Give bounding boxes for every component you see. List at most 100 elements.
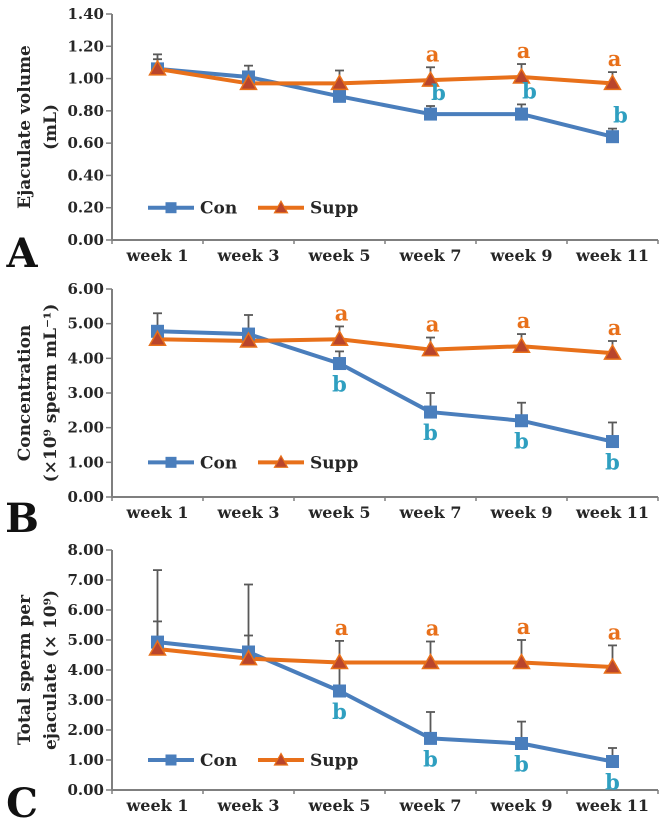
- data-point-marker: [148, 639, 167, 656]
- sig-letters: b b b b a a a a: [332, 300, 622, 474]
- sig-letter-a: a: [608, 619, 622, 644]
- sig-letter-a: a: [517, 614, 531, 639]
- legend-marker: [273, 199, 289, 214]
- series-line-con: [157, 329, 613, 444]
- sig-letters: b bba a a: [426, 38, 628, 128]
- chart-panel-b: 0.00 1.00 2.00 3.00 4.00 5.00 6.00 week 1 week 3…: [5, 280, 659, 540]
- legend: Con Supp: [148, 199, 359, 219]
- data-point-marker: [421, 340, 440, 357]
- y-axis-title-line2: (mL): [41, 104, 61, 150]
- y-axis-title-line1: Concentration: [15, 325, 35, 462]
- series-markers-supp: [148, 329, 622, 360]
- y-tick-label: 1.20: [67, 37, 104, 55]
- y-tick-label: 5.00: [67, 315, 104, 333]
- y-tick-label: 0.00: [67, 488, 104, 506]
- data-point-marker: [330, 329, 349, 347]
- x-tick-label: week 11: [575, 246, 649, 265]
- data-point-marker: [606, 130, 619, 144]
- x-axis-ticks: week 1 week 3 week 5 week 7 week 9 week 11: [111, 497, 659, 522]
- y-tick-label: 0.20: [67, 199, 104, 217]
- sig-letters: b b b b a a a a: [332, 614, 622, 795]
- panel-letter-c: C: [6, 780, 38, 825]
- data-point-marker: [603, 343, 622, 360]
- data-point-marker: [424, 405, 437, 419]
- data-point-marker: [421, 652, 440, 670]
- x-tick-label: week 3: [217, 796, 280, 815]
- y-axis-ticks: 0.00 1.00 2.00 3.00 4.00 5.00 6.00 7.00 8.00: [67, 541, 112, 799]
- legend-label-con: Con: [200, 199, 237, 219]
- sig-letter-b: b: [605, 450, 620, 475]
- data-point-marker: [512, 67, 531, 84]
- legend-item-supp: Supp: [258, 199, 359, 219]
- sig-letter-b: b: [613, 103, 628, 128]
- y-tick-label: 4.00: [67, 349, 104, 367]
- y-tick-label: 2.00: [67, 419, 104, 437]
- y-tick-label: 1.00: [67, 453, 104, 471]
- sig-letter-b: b: [332, 372, 347, 397]
- series-markers-supp: [148, 59, 622, 91]
- y-axis-title-line1: Ejaculate volume: [15, 45, 35, 209]
- legend-marker: [273, 752, 289, 766]
- chart-panel-c: 0.00 1.00 2.00 3.00 4.00 5.00 6.00 7.00 8.00 week…: [6, 541, 659, 825]
- legend-marker: [273, 454, 289, 468]
- x-axis-ticks: week 1 week 3 week 5 week 7 week 9 week 11: [111, 790, 659, 815]
- series-line-supp: [157, 337, 613, 356]
- data-point-marker: [515, 737, 528, 750]
- legend-label-supp: Supp: [310, 199, 359, 219]
- legend-item-con: Con: [148, 453, 237, 473]
- data-point-marker: [239, 73, 258, 91]
- x-tick-label: week 1: [126, 796, 189, 815]
- data-point-marker: [333, 89, 346, 103]
- x-tick-label: week 5: [308, 246, 371, 265]
- y-tick-label: 4.00: [67, 661, 104, 679]
- data-point-marker: [424, 731, 437, 745]
- data-point-marker: [330, 73, 349, 91]
- legend: Con Supp: [148, 453, 359, 473]
- y-tick-label: 1.00: [67, 751, 104, 769]
- data-point-marker: [148, 59, 167, 76]
- y-tick-label: 1.40: [67, 5, 104, 23]
- legend-label-supp: Supp: [310, 751, 359, 771]
- sig-letter-b: b: [423, 746, 438, 771]
- data-point-marker: [512, 336, 531, 353]
- x-tick-label: week 1: [126, 246, 189, 265]
- x-tick-label: week 11: [575, 796, 649, 815]
- y-tick-label: 8.00: [67, 541, 104, 559]
- data-point-marker: [515, 107, 528, 121]
- legend-item-con: Con: [148, 751, 237, 771]
- series-line-con: [157, 640, 613, 764]
- x-tick-label: week 7: [399, 246, 462, 265]
- x-tick-label: week 3: [217, 246, 280, 265]
- sig-letter-a: a: [517, 38, 531, 63]
- panel-letter-a: A: [5, 230, 38, 275]
- y-tick-label: 3.00: [67, 384, 104, 402]
- sig-letter-b: b: [514, 429, 529, 454]
- x-tick-label: week 7: [399, 503, 462, 522]
- y-tick-label: 6.00: [67, 280, 104, 298]
- legend-label-con: Con: [200, 453, 237, 473]
- y-tick-label: 3.00: [67, 691, 104, 709]
- series-line-con: [157, 66, 613, 139]
- y-tick-label: 2.00: [67, 721, 104, 739]
- error-bars: [153, 569, 617, 762]
- y-axis-title-line2: ejaculate (× 10⁹): [41, 590, 61, 750]
- sig-letter-a: a: [426, 41, 440, 66]
- y-axis-title-line2: (×10⁹ sperm mL⁻¹): [41, 304, 61, 483]
- series-line-supp: [157, 66, 613, 86]
- sig-letter-a: a: [517, 308, 531, 333]
- sig-letter-a: a: [608, 315, 622, 340]
- data-point-marker: [603, 657, 622, 674]
- data-point-marker: [512, 652, 531, 670]
- legend-item-con: Con: [148, 199, 237, 219]
- data-point-marker: [239, 649, 258, 666]
- sig-letter-a: a: [608, 46, 622, 71]
- data-point-marker: [424, 107, 437, 121]
- data-point-marker: [515, 414, 528, 428]
- y-axis-ticks: 0.00 1.00 2.00 3.00 4.00 5.00 6.00: [67, 280, 112, 506]
- data-point-marker: [330, 652, 349, 670]
- y-tick-label: 0.60: [67, 134, 104, 152]
- sig-letter-a: a: [426, 616, 440, 641]
- sig-letter-b: b: [431, 80, 446, 105]
